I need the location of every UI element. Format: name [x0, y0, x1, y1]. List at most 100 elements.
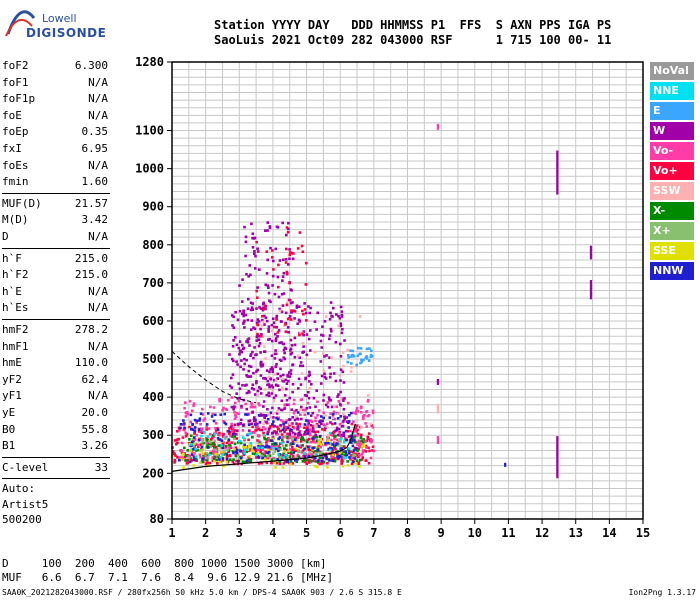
- data-point: [245, 358, 248, 362]
- data-point: [347, 435, 351, 438]
- data-point: [281, 420, 285, 423]
- data-point: [205, 423, 209, 426]
- data-point: [291, 416, 294, 419]
- data-point: [289, 301, 293, 305]
- data-point: [364, 459, 368, 462]
- data-point: [275, 318, 279, 321]
- data-point: [281, 466, 285, 469]
- data-point: [213, 439, 217, 443]
- data-point: [273, 325, 276, 329]
- data-point: [280, 292, 284, 296]
- data-point: [308, 370, 311, 374]
- data-point: [267, 375, 271, 379]
- data-point: [252, 431, 256, 434]
- data-point: [238, 340, 242, 343]
- data-point: [282, 380, 285, 383]
- data-point: [257, 338, 260, 341]
- data-point: [251, 245, 255, 249]
- data-point: [338, 434, 342, 438]
- data-point: [589, 281, 593, 285]
- data-point: [252, 405, 255, 409]
- data-point: [292, 448, 296, 451]
- data-point: [221, 446, 224, 450]
- data-point: [193, 429, 197, 433]
- data-point: [260, 446, 263, 450]
- data-point: [278, 259, 282, 262]
- data-point: [339, 390, 342, 394]
- data-point: [202, 419, 206, 422]
- data-point: [355, 430, 358, 433]
- data-point: [367, 359, 371, 362]
- data-point: [267, 450, 271, 454]
- data-point: [222, 464, 225, 468]
- data-point: [282, 435, 285, 439]
- data-point: [193, 452, 196, 455]
- data-point: [315, 435, 318, 439]
- data-point: [204, 456, 208, 460]
- data-point: [280, 341, 283, 344]
- data-point: [231, 460, 235, 463]
- x-tick-label: 10: [468, 526, 482, 540]
- data-point: [251, 232, 255, 236]
- auto-label: Auto:: [2, 482, 36, 495]
- data-point: [339, 437, 343, 441]
- data-point: [295, 306, 299, 309]
- data-point: [285, 303, 289, 307]
- data-point: [230, 386, 234, 389]
- y-tick-label: 80: [150, 512, 164, 526]
- data-point: [353, 435, 356, 439]
- data-point: [195, 421, 198, 425]
- data-point: [235, 459, 238, 463]
- data-point: [268, 225, 272, 228]
- param-row: hmE 110.0: [2, 355, 108, 372]
- data-point: [259, 360, 263, 364]
- data-point: [322, 393, 326, 397]
- data-point: [556, 177, 559, 180]
- data-point: [305, 459, 309, 462]
- data-point: [356, 409, 360, 413]
- data-point: [270, 339, 274, 343]
- data-point: [264, 229, 267, 232]
- x-tick-label: 7: [370, 526, 377, 540]
- data-point: [232, 458, 235, 462]
- data-point: [359, 347, 363, 350]
- data-point: [239, 456, 243, 460]
- data-point: [589, 287, 593, 290]
- data-point: [211, 451, 215, 455]
- data-point: [320, 415, 323, 418]
- data-point: [326, 422, 329, 426]
- data-point: [191, 440, 194, 444]
- data-point: [313, 457, 317, 460]
- data-point: [556, 443, 559, 446]
- data-point: [301, 250, 305, 254]
- data-point: [303, 302, 306, 305]
- data-point: [299, 408, 302, 411]
- data-point: [264, 357, 267, 360]
- data-point: [301, 332, 304, 336]
- data-point: [242, 309, 245, 313]
- data-point: [258, 268, 261, 271]
- data-point: [323, 320, 327, 323]
- data-point: [321, 352, 325, 356]
- data-point: [338, 422, 342, 426]
- data-point: [198, 419, 201, 422]
- data-point: [288, 253, 292, 257]
- data-point: [308, 329, 312, 332]
- data-point: [338, 403, 342, 406]
- data-point: [352, 456, 355, 459]
- data-point: [259, 448, 263, 452]
- data-point: [287, 403, 290, 407]
- param-key: h`F2: [2, 268, 29, 282]
- data-point: [315, 439, 319, 443]
- data-point: [276, 384, 280, 387]
- data-point: [222, 443, 225, 447]
- data-point: [249, 448, 252, 451]
- data-point: [256, 250, 260, 253]
- data-point: [245, 448, 248, 451]
- data-point: [215, 462, 219, 465]
- data-point: [359, 406, 363, 410]
- data-point: [319, 382, 323, 385]
- data-point: [307, 337, 311, 341]
- data-point: [214, 427, 217, 430]
- data-point: [369, 349, 373, 353]
